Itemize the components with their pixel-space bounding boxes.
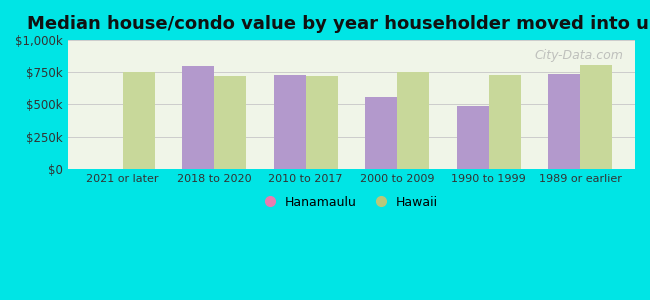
Bar (274, 75, 305, 169)
Bar (489, 75, 521, 169)
Text: City-Data.com: City-Data.com (535, 49, 623, 62)
Bar (182, 66, 214, 169)
Bar (365, 97, 397, 169)
Legend: Hanamaulu, Hawaii: Hanamaulu, Hawaii (260, 191, 443, 214)
Title: Median house/condo value by year householder moved into unit: Median house/condo value by year househo… (27, 15, 650, 33)
Bar (580, 64, 612, 169)
Bar (456, 106, 489, 169)
Bar (397, 72, 429, 169)
Bar (122, 72, 155, 169)
Bar (306, 76, 337, 169)
Bar (548, 74, 580, 169)
Bar (214, 76, 246, 169)
